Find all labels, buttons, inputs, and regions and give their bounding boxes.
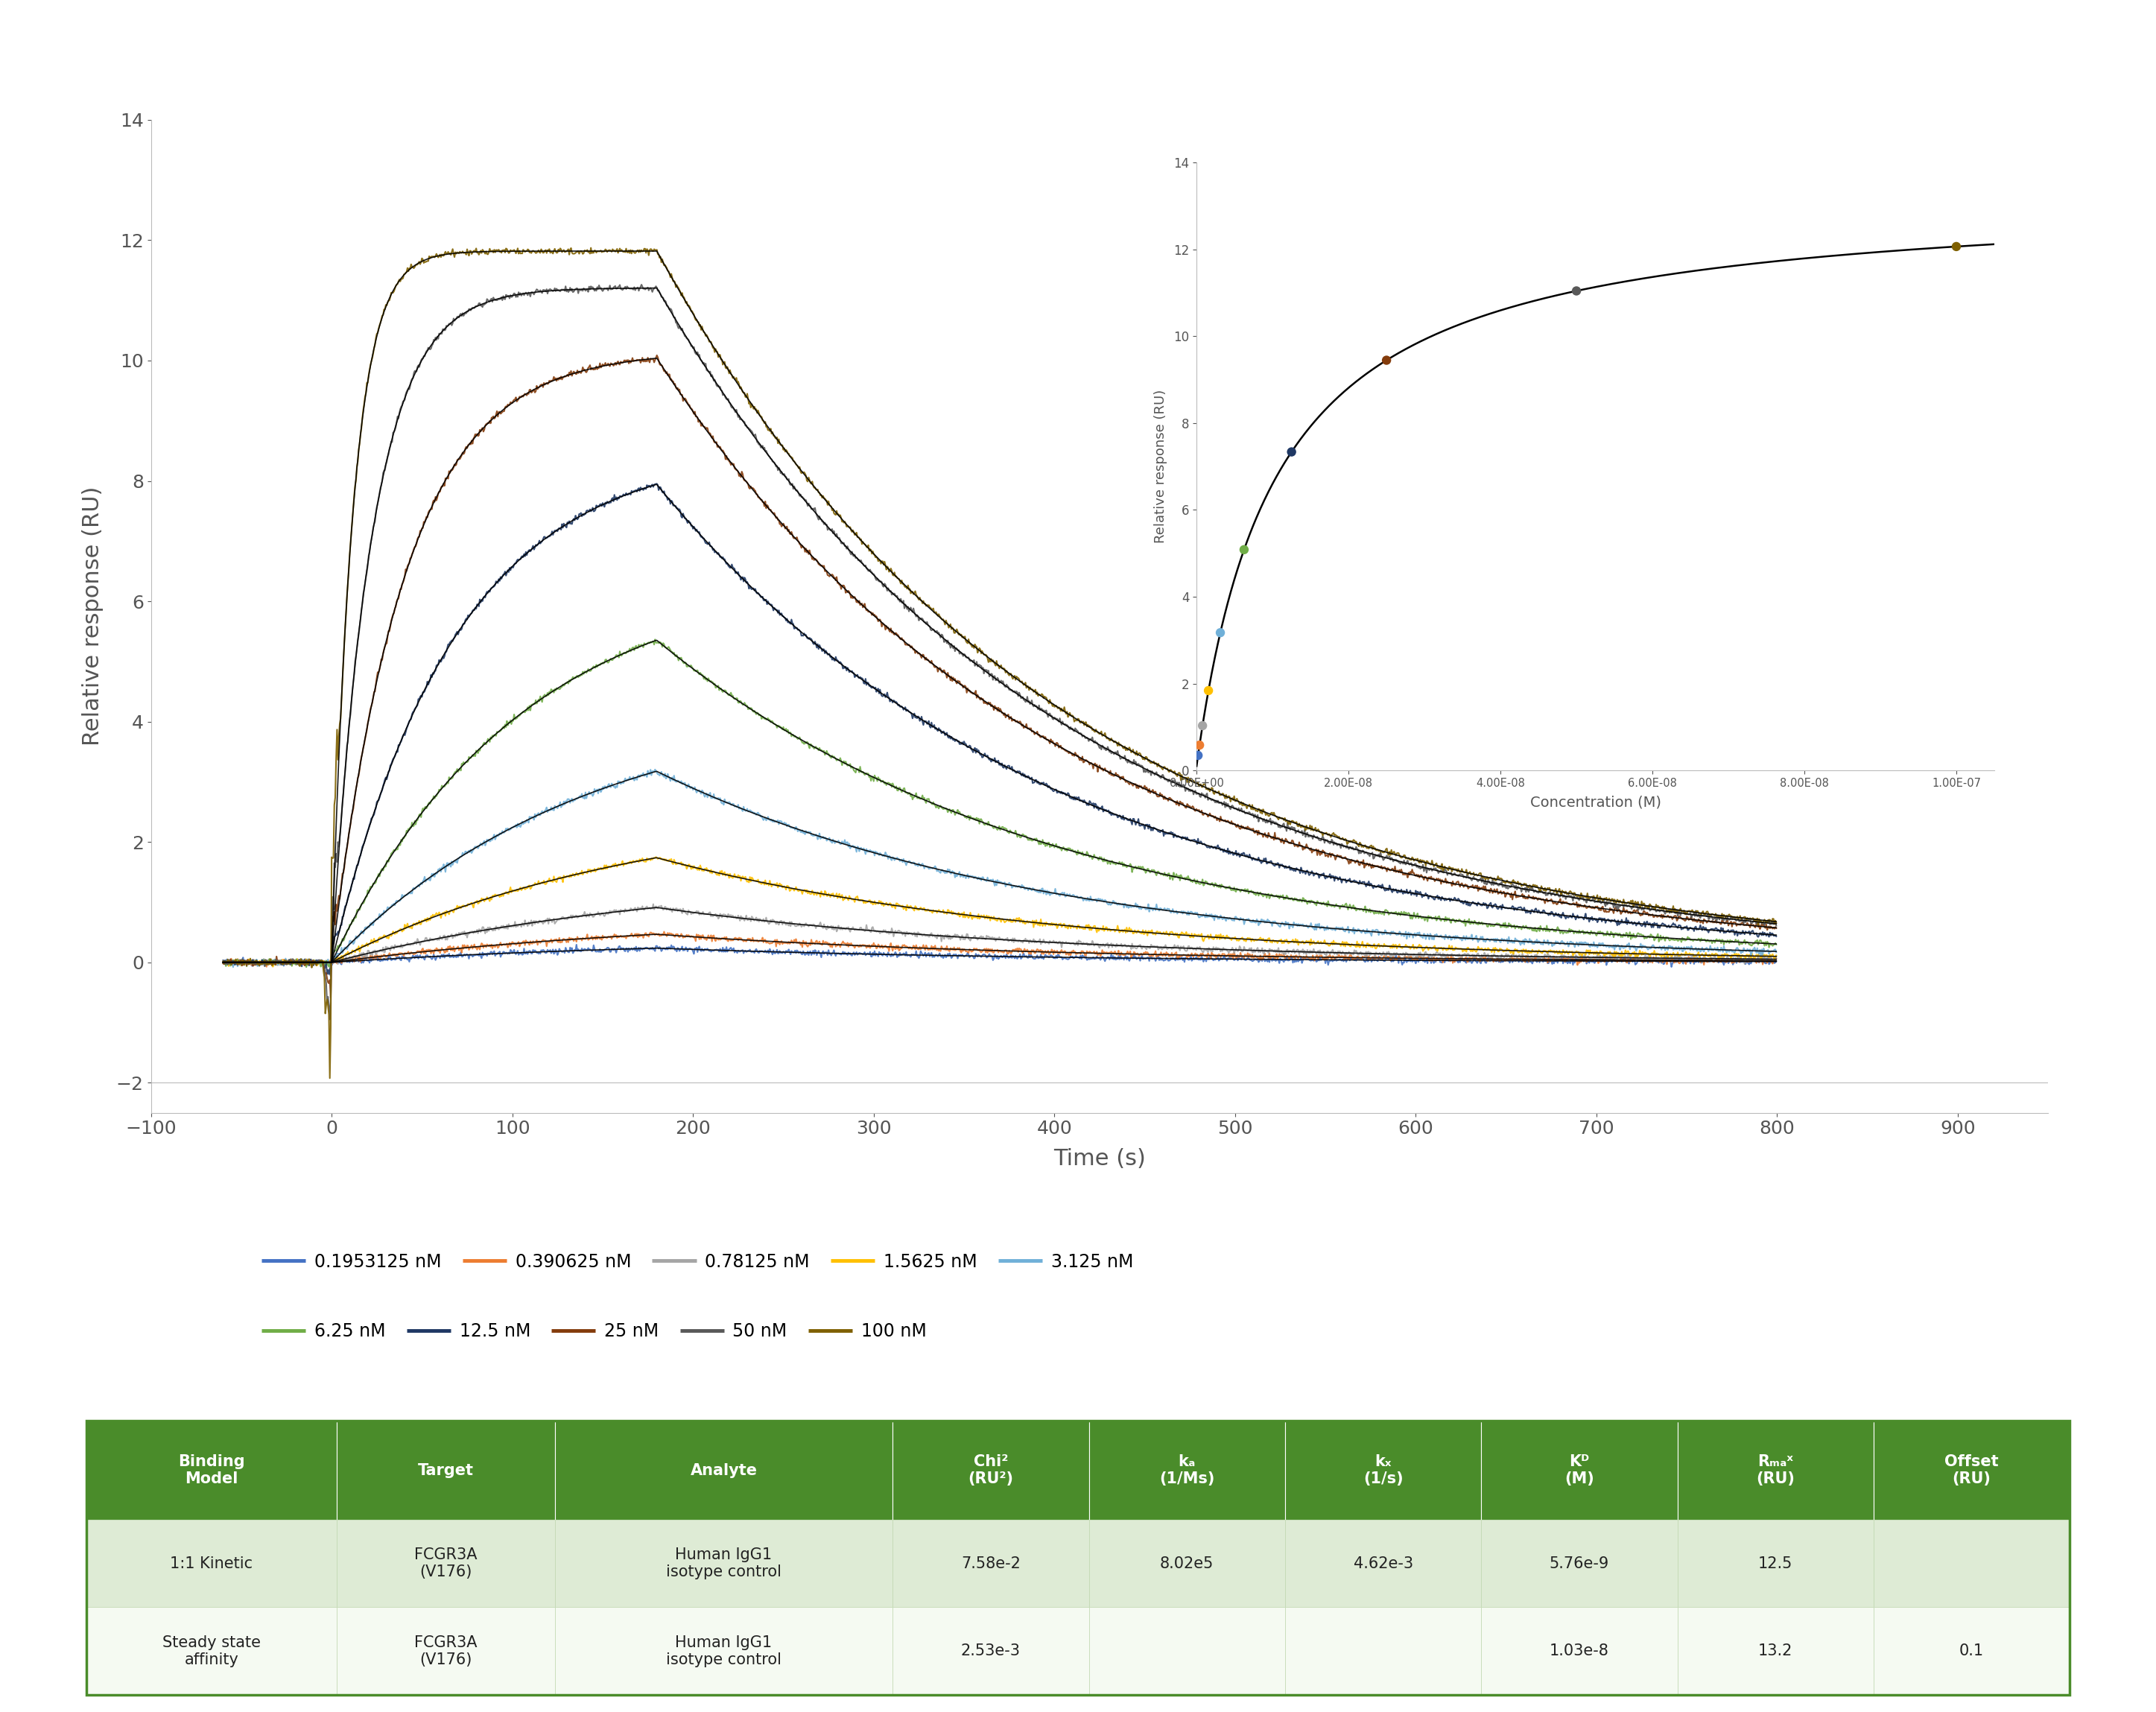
Text: 8.02e5: 8.02e5 <box>1160 1556 1214 1572</box>
Y-axis label: Relative response (RU): Relative response (RU) <box>82 486 103 746</box>
Bar <box>1481 1421 1677 1520</box>
Text: 4.62e-3: 4.62e-3 <box>1354 1556 1412 1572</box>
Point <box>1369 346 1404 373</box>
Text: Rₘₐˣ
(RU): Rₘₐˣ (RU) <box>1757 1453 1794 1486</box>
Bar <box>1677 1520 1874 1608</box>
Bar <box>336 1608 554 1695</box>
Text: 5.76e-9: 5.76e-9 <box>1550 1556 1608 1572</box>
Bar <box>86 1608 336 1695</box>
Point <box>1227 536 1261 563</box>
Text: Chi²
(RU²): Chi² (RU²) <box>968 1453 1013 1486</box>
Bar <box>1481 1608 1677 1695</box>
Point <box>1186 712 1220 740</box>
Point <box>1559 277 1593 305</box>
Bar <box>1285 1520 1481 1608</box>
Text: Analyte: Analyte <box>690 1462 757 1477</box>
Bar <box>893 1608 1089 1695</box>
Text: 12.5: 12.5 <box>1759 1556 1794 1572</box>
Legend: 6.25 nM, 12.5 nM, 25 nM, 50 nM, 100 nM: 6.25 nM, 12.5 nM, 25 nM, 50 nM, 100 nM <box>254 1315 934 1347</box>
Point <box>1203 620 1238 647</box>
Bar <box>1874 1421 2070 1520</box>
Bar <box>86 1421 336 1520</box>
Text: 1.03e-8: 1.03e-8 <box>1550 1644 1608 1659</box>
Bar <box>1089 1520 1285 1608</box>
Bar <box>1089 1421 1285 1520</box>
Text: 2.53e-3: 2.53e-3 <box>962 1644 1020 1659</box>
Text: Human IgG1
isotype control: Human IgG1 isotype control <box>666 1548 780 1580</box>
Text: Binding
Model: Binding Model <box>179 1453 246 1486</box>
Text: 1:1 Kinetic: 1:1 Kinetic <box>170 1556 252 1572</box>
Text: FCGR3A
(V176): FCGR3A (V176) <box>414 1635 476 1667</box>
Point <box>1181 731 1216 758</box>
Bar <box>554 1608 893 1695</box>
Text: Offset
(RU): Offset (RU) <box>1945 1453 1999 1486</box>
Bar <box>893 1421 1089 1520</box>
Bar <box>1677 1421 1874 1520</box>
X-axis label: Time (s): Time (s) <box>1054 1149 1145 1169</box>
Bar <box>1874 1608 2070 1695</box>
Bar <box>336 1421 554 1520</box>
Text: kₐ
(1/Ms): kₐ (1/Ms) <box>1160 1453 1214 1486</box>
Text: FCGR3A
(V176): FCGR3A (V176) <box>414 1548 476 1580</box>
Bar <box>1677 1608 1874 1695</box>
Bar <box>86 1520 336 1608</box>
Text: 13.2: 13.2 <box>1759 1644 1794 1659</box>
Bar <box>1481 1520 1677 1608</box>
Bar <box>1089 1608 1285 1695</box>
Bar <box>1874 1520 2070 1608</box>
Point <box>1192 676 1227 704</box>
Bar <box>336 1520 554 1608</box>
Text: Kᴰ
(M): Kᴰ (M) <box>1565 1453 1593 1486</box>
Bar <box>554 1421 893 1520</box>
Bar <box>1285 1421 1481 1520</box>
Bar <box>554 1520 893 1608</box>
Text: 0.1: 0.1 <box>1960 1644 1984 1659</box>
Point <box>1274 438 1309 466</box>
Text: Human IgG1
isotype control: Human IgG1 isotype control <box>666 1635 780 1667</box>
Point <box>1938 233 1973 260</box>
Text: kₓ
(1/s): kₓ (1/s) <box>1363 1453 1404 1486</box>
X-axis label: Concentration (M): Concentration (M) <box>1531 794 1660 810</box>
Y-axis label: Relative response (RU): Relative response (RU) <box>1153 390 1166 543</box>
Text: Target: Target <box>418 1462 474 1477</box>
Text: Steady state
affinity: Steady state affinity <box>162 1635 261 1667</box>
Bar <box>893 1520 1089 1608</box>
Text: 7.58e-2: 7.58e-2 <box>962 1556 1020 1572</box>
Bar <box>1285 1608 1481 1695</box>
Point <box>1181 741 1216 769</box>
